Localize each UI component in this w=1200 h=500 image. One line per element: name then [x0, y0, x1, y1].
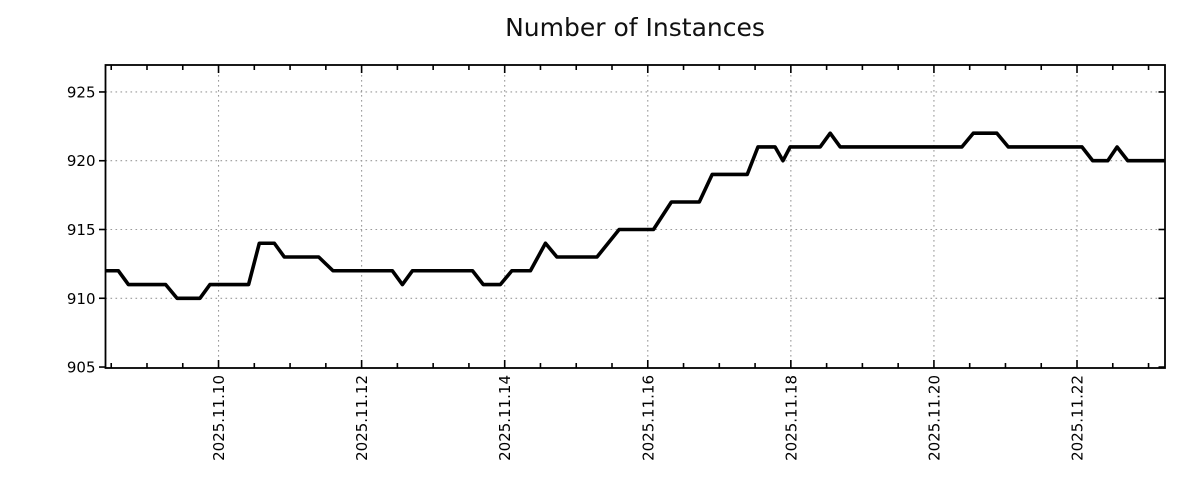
y-tick-label: 905: [67, 359, 96, 377]
y-tick-label: 910: [67, 290, 96, 308]
plot-border: [104, 64, 1166, 369]
y-tick-label: 925: [67, 83, 96, 101]
x-tick-label: 2025.11.14: [496, 375, 514, 461]
data-line: [105, 131, 1165, 301]
y-tick-label: 915: [67, 221, 96, 239]
x-tick-label: 2025.11.10: [210, 375, 228, 461]
x-tick-label: 2025.11.12: [353, 375, 371, 461]
chart-title: Number of Instances: [505, 13, 765, 42]
y-tick-label: 920: [67, 152, 96, 170]
x-tick-label: 2025.11.16: [639, 375, 657, 461]
x-tick-label: 2025.11.22: [1069, 375, 1087, 461]
x-tick-label: 2025.11.20: [925, 375, 943, 461]
x-tick-label: 2025.11.18: [782, 375, 800, 461]
